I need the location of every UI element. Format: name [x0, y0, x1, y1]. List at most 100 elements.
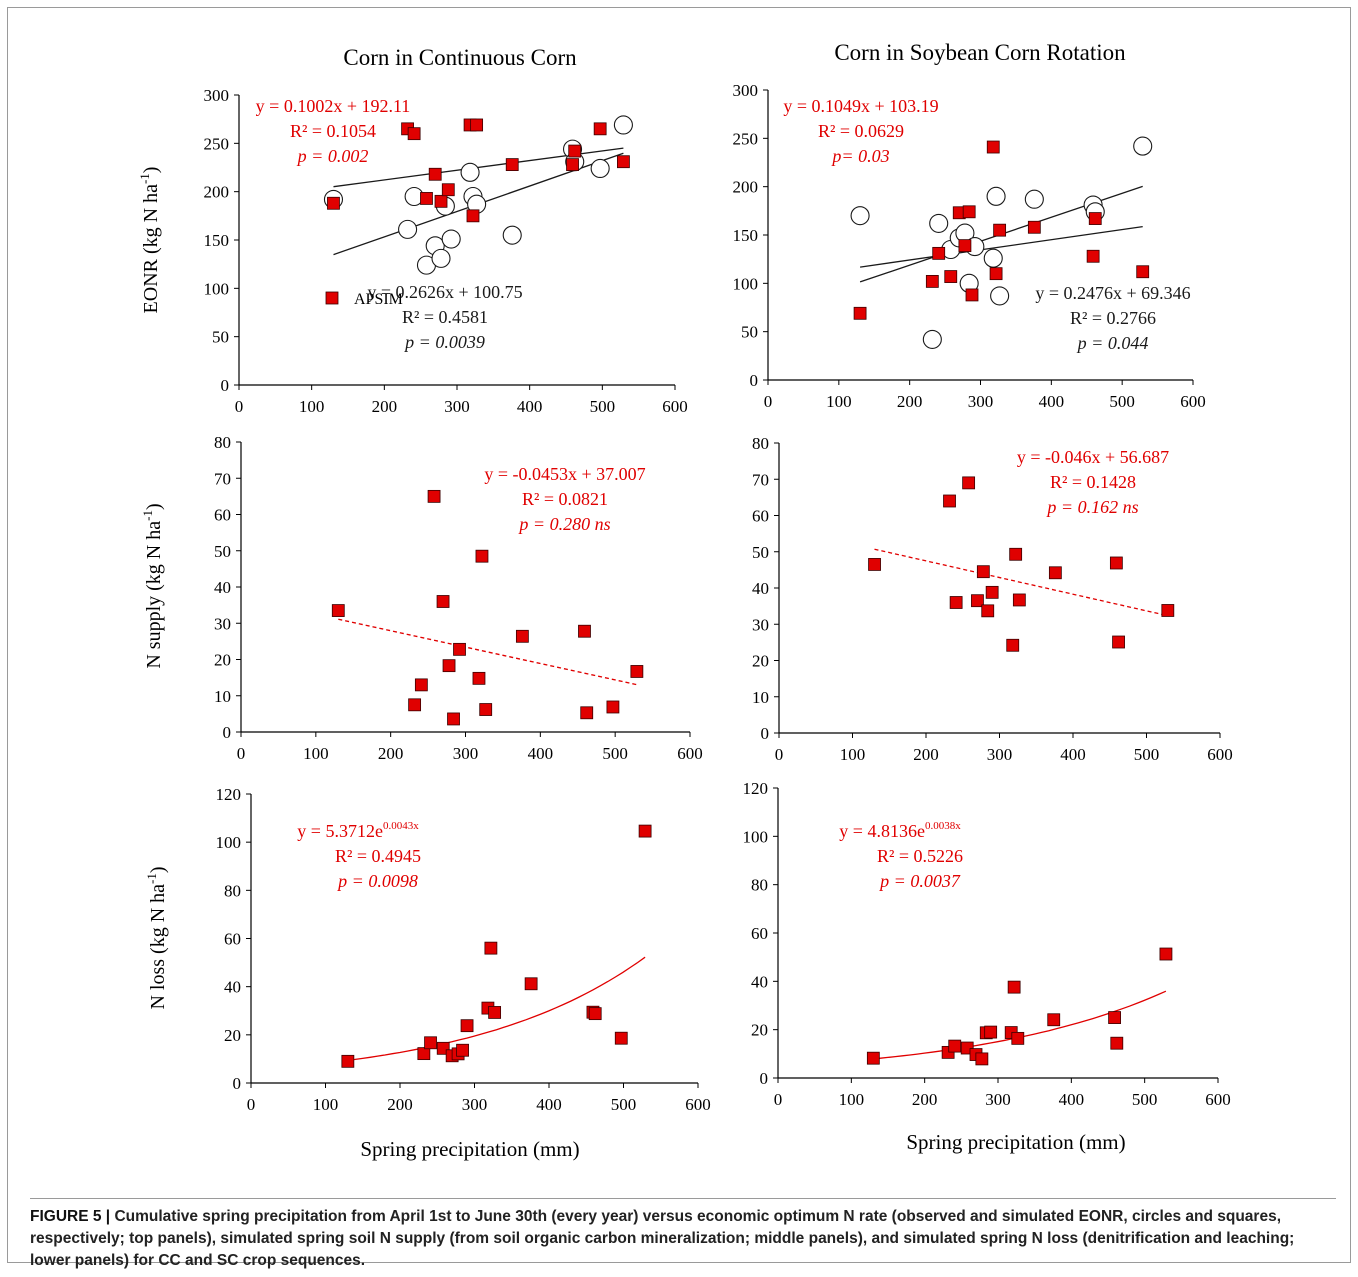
simulated-point: [580, 706, 594, 720]
y-tick-label: 0: [223, 723, 232, 742]
observed-point: [431, 248, 451, 268]
simulated-point: [447, 712, 460, 726]
simulated-point: [1006, 638, 1020, 652]
x-axis-title-cc: Spring precipitation (mm): [360, 1137, 579, 1161]
x-tick-label: 100: [303, 744, 329, 763]
observed-point: [986, 186, 1006, 206]
panel-sc-nloss: 0 100 200 300 400 500 600 0 20 40 60 80 100 120 y = 4.…: [743, 779, 1231, 1109]
equation-exponent: 0.0038x: [925, 820, 961, 832]
observed-point: [1024, 189, 1044, 209]
regression-label: y = 0.1049x + 103.19 R² = 0.0629 p= 0.03: [783, 96, 938, 166]
x-tick-label: 500: [1134, 745, 1160, 764]
y-tick-label: 100: [204, 279, 230, 298]
x-tick-label: 200: [387, 1095, 413, 1114]
observed-point: [929, 213, 949, 233]
x-tick-label: 400: [1060, 745, 1086, 764]
simulated-point: [475, 549, 489, 563]
r-squared-text: R² = 0.1054: [290, 121, 376, 141]
simulated-point: [948, 1039, 962, 1053]
y-tick-label: 0: [750, 371, 759, 390]
p-value-text: p = 0.044: [1076, 333, 1149, 353]
simulated-point: [593, 122, 607, 136]
x-tick-label: 600: [1207, 745, 1233, 764]
simulated-point: [505, 158, 519, 172]
row-label-close: ): [147, 866, 169, 873]
observed-point: [983, 248, 1003, 268]
regression-label: y = -0.046x + 56.687 R² = 0.1428 p = 0.162…: [1017, 447, 1169, 517]
simulated-point: [971, 594, 984, 608]
y-tick-label: 100: [733, 274, 759, 293]
r-squared-text: R² = 0.2766: [1070, 308, 1156, 328]
simulated-point: [578, 624, 591, 638]
simulated-point: [989, 267, 1003, 281]
x-tick-label: 400: [517, 397, 543, 416]
simulated-point: [932, 246, 946, 260]
y-tick-label: 50: [214, 542, 231, 561]
y-tick-label: 10: [752, 688, 769, 707]
x-tick-label: 200: [378, 744, 404, 763]
row-label: EONR (kg N ha-1): [137, 167, 162, 314]
x-tick-label: 0: [774, 1090, 783, 1109]
y-tick-label: 60: [752, 507, 769, 526]
simulated-point: [428, 167, 442, 181]
x-tick-label: 100: [313, 1095, 339, 1114]
simulated-point: [614, 1031, 628, 1045]
y-tick-label: 60: [214, 506, 231, 525]
y-tick-label: 30: [214, 614, 231, 633]
y-tick-label: 120: [743, 779, 769, 798]
y-tick-label: 0: [760, 1069, 769, 1088]
simulated-point: [460, 1019, 474, 1033]
y-tick-label: 100: [216, 833, 242, 852]
r-squared-text: R² = 0.0629: [818, 121, 904, 141]
simulated-point: [962, 205, 976, 219]
regression-label: y = -0.0453x + 37.007 R² = 0.0821 p = 0.28…: [484, 464, 645, 534]
figure-frame: 0 100 200 300 400 500 600 0 50 100 150 200 250 300 y =…: [7, 7, 1351, 1269]
simulated-point: [484, 941, 498, 955]
x-tick-label: 600: [1180, 392, 1206, 411]
x-tick-label: 400: [1059, 1090, 1085, 1109]
simulated-point: [1136, 265, 1150, 279]
simulated-point: [868, 558, 881, 571]
y-tick-label: 50: [741, 323, 758, 342]
caption-divider: [30, 1198, 1336, 1199]
observed-point: [613, 115, 633, 135]
x-tick-label: 500: [1109, 392, 1135, 411]
y-tick-label: 0: [761, 724, 770, 743]
simulated-point: [986, 140, 1000, 154]
y-tick-label: 70: [214, 469, 231, 488]
simulated-point: [1027, 220, 1041, 234]
r-squared-text: R² = 0.0821: [522, 489, 608, 509]
simulated-point: [331, 604, 345, 617]
simulated-point: [606, 700, 620, 714]
panel-cc-eonr: 0 100 200 300 400 500 600 0 50 100 150 200 250 300 y =…: [204, 86, 688, 416]
equation-text: y = -0.046x + 56.687: [1017, 447, 1169, 467]
row-label-close: ): [143, 503, 165, 510]
x-tick-label: 500: [611, 1095, 637, 1114]
simulated-point: [456, 1043, 469, 1057]
y-tick-label: 0: [221, 376, 230, 395]
simulated-point: [1108, 1011, 1121, 1024]
linear-fit-line: [338, 618, 638, 686]
p-value-text: p = 0.002: [296, 146, 369, 166]
simulated-point: [524, 977, 538, 991]
simulated-point: [408, 698, 422, 712]
p-value-text: p = 0.162 ns: [1045, 497, 1138, 517]
x-tick-label: 200: [372, 397, 398, 416]
row-label-superscript: -1: [137, 173, 152, 184]
caption-text: Cumulative spring precipitation from Apr…: [30, 1208, 1295, 1269]
simulated-point: [427, 489, 441, 503]
regression-label: y = 5.3712e0.0043x R² = 0.4945 p = 0.0098: [297, 820, 421, 891]
y-tick-label: 250: [733, 129, 759, 148]
legend-marker: [325, 291, 339, 305]
x-tick-label: 600: [677, 744, 703, 763]
simulated-point: [1009, 547, 1023, 561]
equation-text: y = 5.3712e0.0043x: [297, 820, 419, 841]
simulated-point: [424, 1036, 437, 1050]
x-tick-label: 500: [1132, 1090, 1158, 1109]
observed-point: [460, 162, 480, 182]
panel-sc-nsupply: 0 100 200 300 400 500 600 0 10 20 30 40 50 60 70 80 y = …: [752, 434, 1233, 764]
x-tick-label: 300: [444, 397, 470, 416]
simulated-point: [853, 306, 867, 320]
simulated-point: [1011, 1031, 1025, 1045]
